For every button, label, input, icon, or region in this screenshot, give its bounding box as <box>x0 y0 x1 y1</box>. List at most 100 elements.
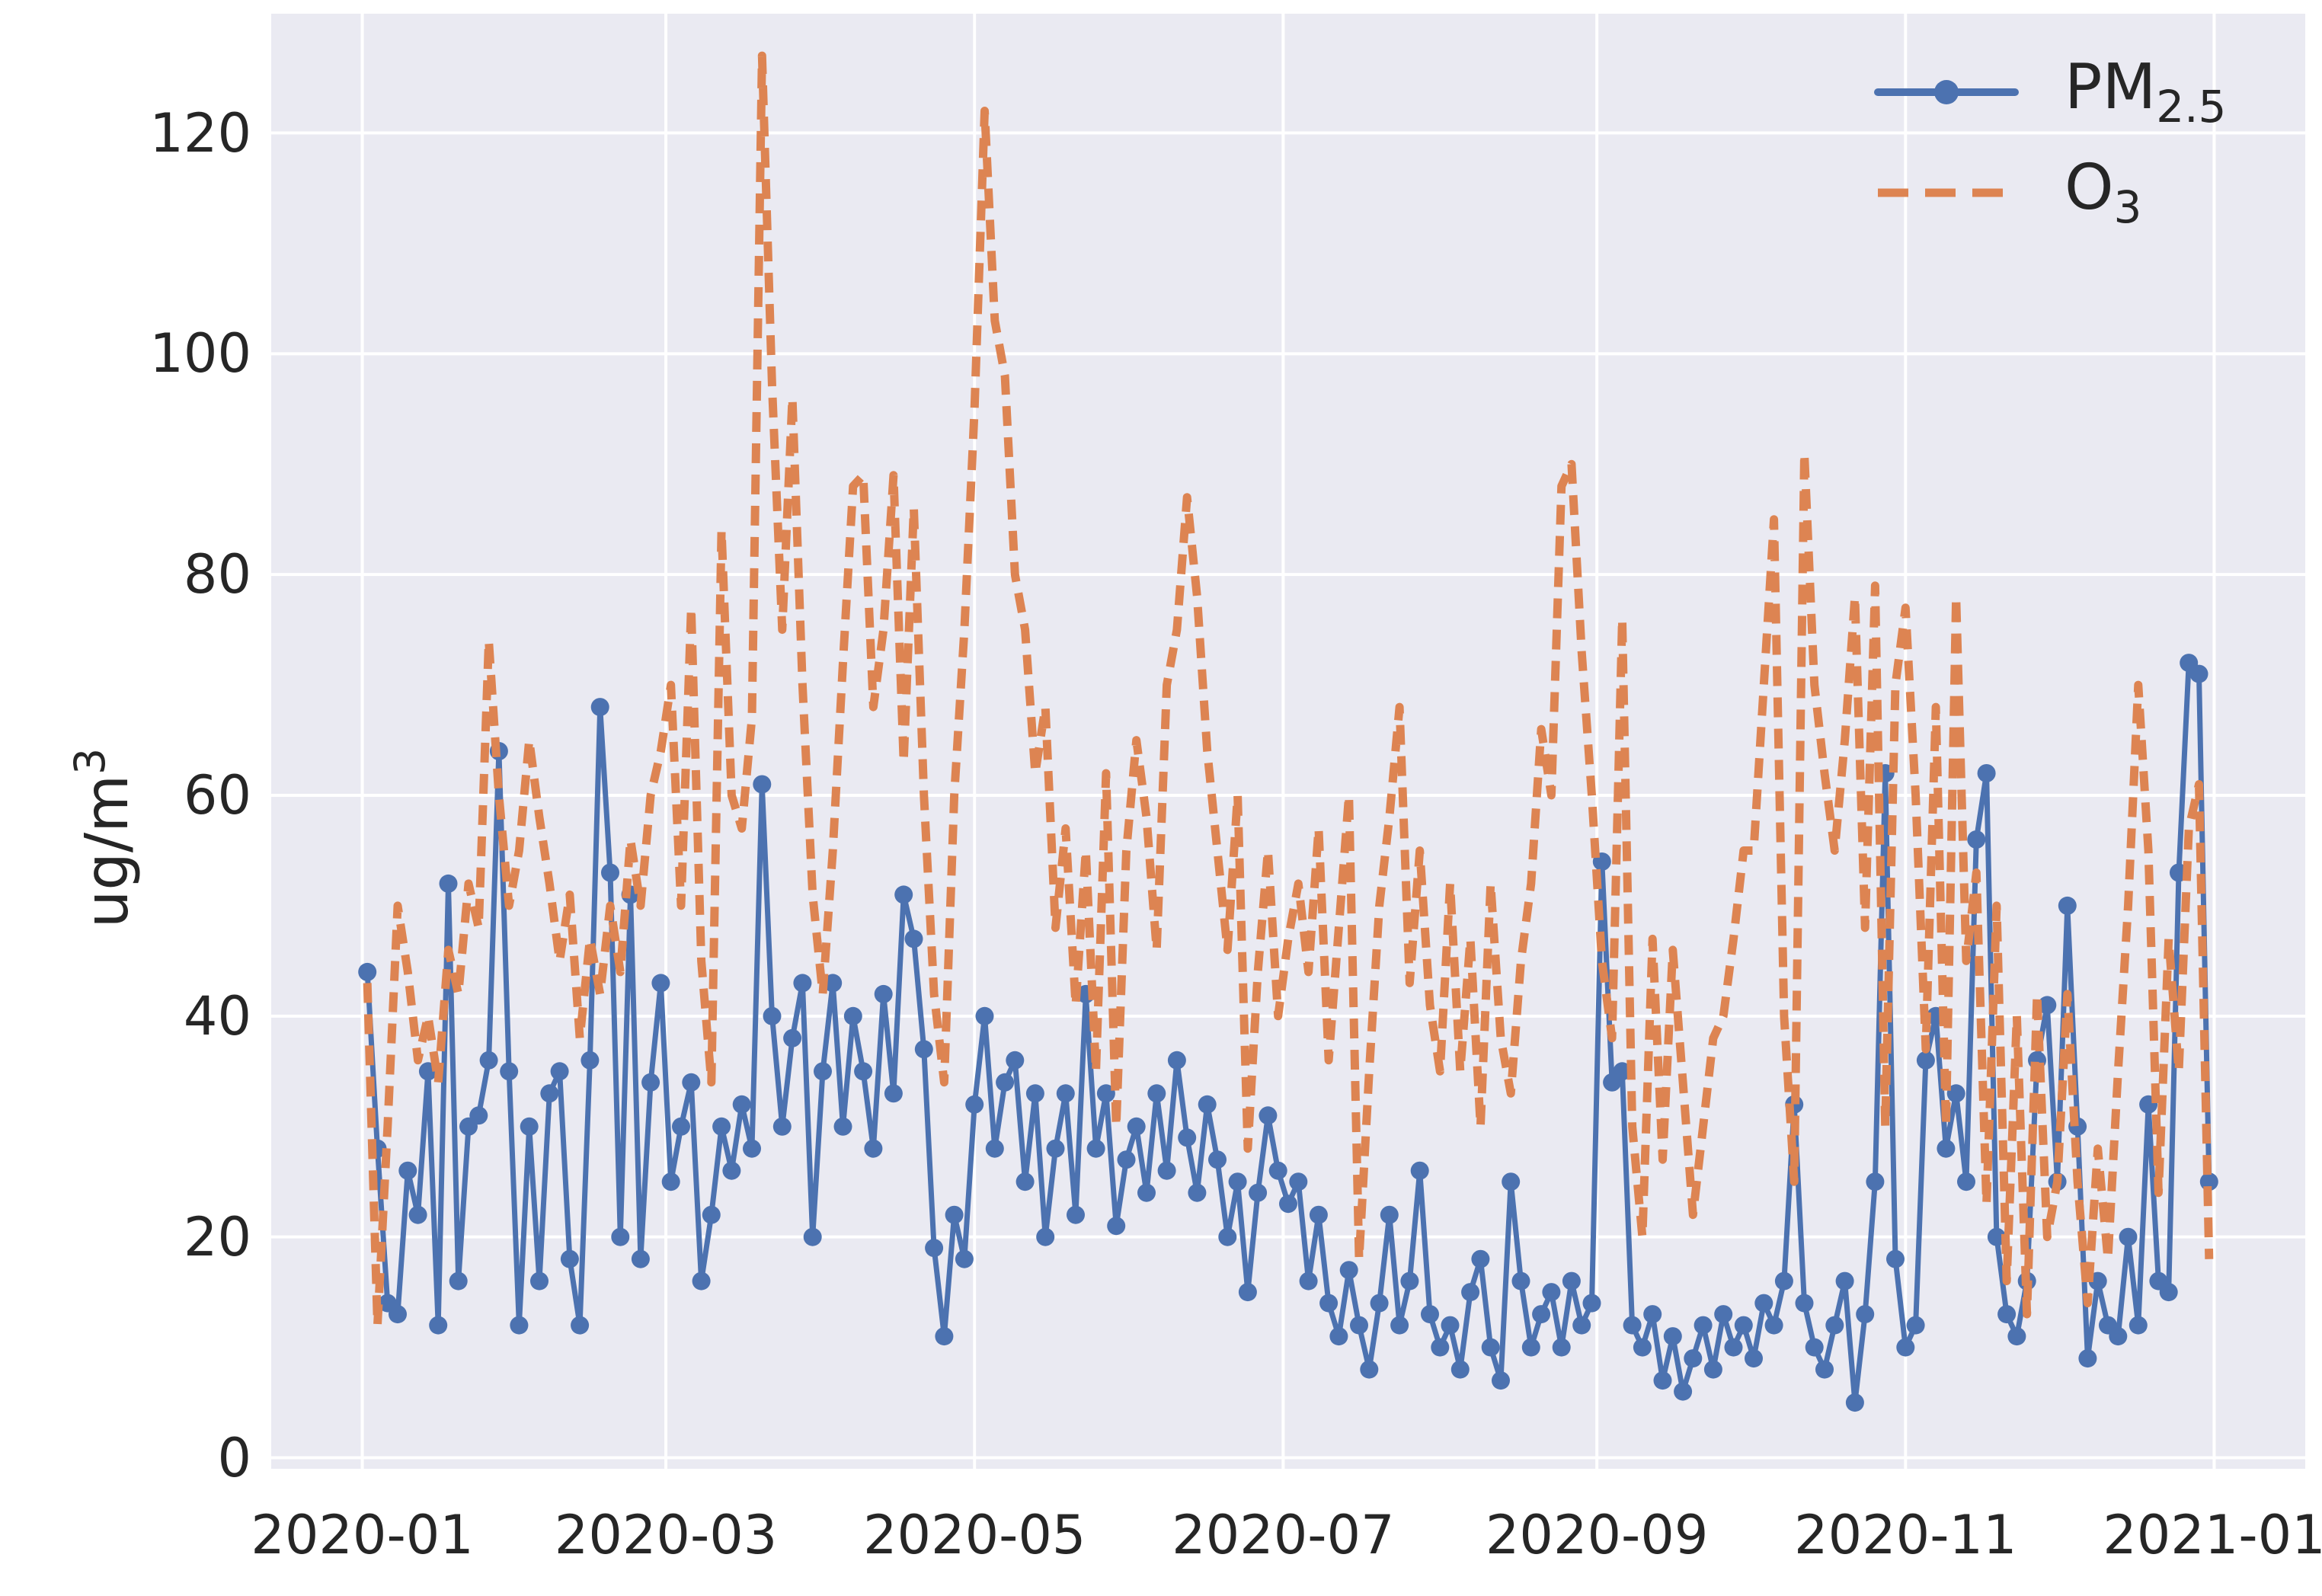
data-point-marker <box>1825 1316 1844 1335</box>
data-point-marker <box>2109 1327 2128 1346</box>
data-point-marker <box>1450 1360 1470 1379</box>
data-point-marker <box>1360 1360 1379 1379</box>
legend-label-pm25-main: PM <box>2065 50 2157 123</box>
data-point-marker <box>1805 1338 1824 1357</box>
data-point-marker <box>550 1062 569 1081</box>
data-point-marker <box>1623 1316 1642 1335</box>
data-point-marker <box>408 1205 427 1224</box>
data-point-marker <box>996 1073 1015 1092</box>
data-point-marker <box>1390 1316 1409 1335</box>
data-point-marker <box>1299 1271 1318 1291</box>
data-point-marker <box>1471 1249 1490 1268</box>
data-point-marker <box>358 962 377 981</box>
data-point-marker <box>469 1106 488 1125</box>
data-point-marker <box>1764 1316 1783 1335</box>
data-point-marker <box>1198 1095 1217 1114</box>
data-point-marker <box>965 1095 984 1114</box>
data-point-marker <box>1370 1294 1389 1313</box>
data-point-marker <box>1167 1051 1186 1070</box>
data-point-marker <box>712 1117 731 1136</box>
data-point-marker <box>2078 1349 2097 1368</box>
data-point-marker <box>1684 1349 1703 1368</box>
data-point-marker <box>783 1028 802 1047</box>
x-tick-label: 2020-01 <box>251 1504 474 1566</box>
data-point-marker <box>1562 1271 1581 1291</box>
data-point-marker <box>1400 1271 1419 1291</box>
data-point-marker <box>1147 1084 1166 1103</box>
data-point-marker <box>672 1117 690 1136</box>
y-tick-label: 60 <box>183 764 251 827</box>
data-point-marker <box>763 1006 782 1025</box>
data-point-marker <box>1410 1161 1429 1180</box>
data-point-marker <box>449 1271 468 1291</box>
data-point-marker <box>1714 1305 1733 1324</box>
legend-label-o3: O3 <box>2065 156 2141 229</box>
y-tick-label: 120 <box>149 101 251 165</box>
data-point-marker <box>1633 1338 1652 1357</box>
data-point-marker <box>1987 1227 2006 1246</box>
data-point-marker <box>520 1117 539 1136</box>
legend-item-pm25: PM2.5 <box>1874 42 2226 142</box>
data-point-marker <box>1866 1172 1885 1191</box>
legend-label-o3-main: O <box>2065 151 2114 224</box>
data-point-marker <box>1774 1271 1793 1291</box>
data-point-marker <box>611 1227 630 1246</box>
data-point-marker <box>772 1117 792 1136</box>
data-point-marker <box>439 874 458 893</box>
pm25-line-sample-icon <box>1874 79 2019 105</box>
x-tick-label: 2020-07 <box>1172 1504 1395 1566</box>
data-point-marker <box>874 984 893 1003</box>
y-tick-label: 80 <box>183 543 251 606</box>
data-point-marker <box>530 1271 549 1291</box>
data-point-marker <box>1694 1316 1713 1335</box>
data-point-marker <box>1481 1338 1500 1357</box>
data-point-marker <box>571 1316 590 1335</box>
data-point-marker <box>1754 1294 1773 1313</box>
data-point-marker <box>1582 1294 1601 1313</box>
data-point-marker <box>1977 764 1996 782</box>
y-tick-label: 20 <box>183 1205 251 1268</box>
data-point-marker <box>1613 1062 1632 1081</box>
x-tick-label: 2020-05 <box>862 1504 1086 1566</box>
data-point-marker <box>955 1249 974 1268</box>
y-axis-label-superscript: 3 <box>66 747 115 775</box>
data-point-marker <box>1896 1338 1915 1357</box>
data-point-marker <box>682 1073 701 1092</box>
data-point-marker <box>1441 1316 1460 1335</box>
data-point-marker <box>945 1205 964 1224</box>
data-point-marker <box>1967 830 1986 849</box>
x-tick-label: 2020-09 <box>1485 1504 1709 1566</box>
data-point-marker <box>2007 1327 2026 1346</box>
data-point-marker <box>1916 1051 1935 1070</box>
data-point-marker <box>864 1139 883 1158</box>
data-point-marker <box>1835 1271 1854 1291</box>
data-point-marker <box>1339 1261 1358 1280</box>
data-point-marker <box>1461 1283 1480 1302</box>
data-point-marker <box>1957 1172 1975 1191</box>
data-point-marker <box>1218 1227 1237 1246</box>
x-tick-label: 2020-11 <box>1794 1504 2017 1566</box>
data-point-marker <box>661 1172 680 1191</box>
legend: PM2.5 O3 <box>1874 42 2226 243</box>
x-tick-label: 2020-03 <box>554 1504 778 1566</box>
legend-label-o3-sub: 3 <box>2113 181 2142 233</box>
data-point-marker <box>1107 1217 1126 1236</box>
data-point-marker <box>702 1205 721 1224</box>
data-point-marker <box>1502 1172 1521 1191</box>
data-point-marker <box>854 1062 873 1081</box>
data-point-marker <box>1511 1271 1530 1291</box>
data-point-marker <box>1006 1051 1025 1070</box>
data-point-marker <box>651 974 670 993</box>
data-point-marker <box>803 1227 822 1246</box>
data-point-marker <box>389 1305 407 1324</box>
data-point-marker <box>1036 1227 1055 1246</box>
data-point-marker <box>2119 1227 2138 1246</box>
data-point-marker <box>793 974 812 993</box>
y-axis-label: ug/m3 <box>66 748 142 928</box>
data-point-marker <box>1096 1084 1115 1103</box>
data-point-marker <box>824 974 843 993</box>
data-point-marker <box>580 1051 600 1070</box>
data-point-marker <box>1856 1305 1875 1324</box>
